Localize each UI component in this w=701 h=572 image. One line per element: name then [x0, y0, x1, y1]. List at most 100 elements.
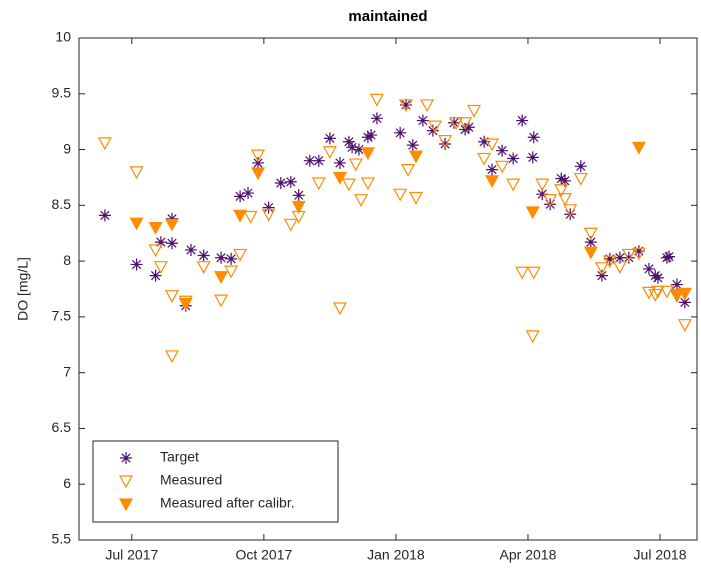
- legend-marker: [118, 475, 134, 489]
- marker-asterisk: [303, 154, 316, 167]
- marker-asterisk: [312, 154, 325, 167]
- x-tick-label: Jul 2017: [105, 547, 158, 563]
- marker-triangle: [515, 266, 530, 280]
- marker-asterisk: [486, 163, 499, 176]
- marker-triangle: [354, 194, 369, 208]
- marker-asterisk: [342, 135, 355, 148]
- marker-asterisk: [584, 236, 597, 249]
- marker-asterisk: [361, 131, 374, 144]
- marker-asterisk: [426, 124, 439, 137]
- x-tick-label: Oct 2017: [235, 547, 292, 563]
- marker-asterisk: [370, 112, 383, 125]
- marker-asterisk: [274, 177, 287, 190]
- y-tick-label: 6.5: [52, 419, 72, 435]
- marker-asterisk: [651, 271, 664, 284]
- marker-asterisk: [603, 252, 616, 265]
- marker-triangle-filled: [233, 209, 248, 223]
- marker-triangle: [360, 177, 375, 191]
- marker-triangle: [420, 99, 435, 113]
- marker-asterisk: [184, 243, 197, 256]
- marker-triangle: [612, 261, 627, 274]
- marker-asterisk: [399, 98, 412, 111]
- marker-triangle: [153, 261, 168, 274]
- marker-triangle-filled: [129, 217, 144, 231]
- marker-triangle: [398, 99, 413, 113]
- x-tick-label: Jan 2018: [367, 547, 425, 563]
- marker-asterisk: [555, 172, 568, 185]
- marker-triangle: [594, 262, 609, 276]
- y-axis-label: DO [mg/L]: [15, 257, 31, 321]
- marker-asterisk: [149, 269, 162, 282]
- marker-triangle: [283, 218, 298, 232]
- y-tick-label: 8.5: [52, 196, 72, 212]
- marker-triangle: [506, 178, 521, 192]
- marker-triangle: [243, 210, 258, 224]
- marker-asterisk: [252, 156, 265, 169]
- marker-triangle: [557, 193, 572, 206]
- marker-triangle-filled: [291, 200, 306, 214]
- marker-asterisk: [448, 116, 461, 129]
- marker-triangle: [164, 350, 179, 364]
- plot-frame: [78, 37, 698, 541]
- y-tick-label: 5.5: [52, 531, 72, 547]
- marker-asterisk: [496, 144, 509, 157]
- marker-asterisk: [613, 251, 626, 264]
- marker-asterisk: [346, 141, 359, 154]
- marker-asterisk: [292, 189, 305, 202]
- marker-triangle: [164, 290, 179, 303]
- marker-triangle: [631, 247, 646, 261]
- marker-asterisk: [333, 156, 346, 169]
- legend-marker: [120, 452, 132, 464]
- marker-asterisk: [526, 151, 539, 164]
- marker-triangle: [621, 248, 636, 262]
- y-tick-label: 7: [63, 363, 71, 379]
- marker-triangle: [311, 177, 326, 191]
- marker-triangle: [408, 191, 424, 205]
- marker-asterisk: [516, 114, 529, 127]
- marker-triangle-filled: [251, 167, 266, 181]
- marker-asterisk: [352, 143, 365, 156]
- marker-triangle: [393, 188, 408, 202]
- marker-asterisk: [663, 250, 676, 263]
- marker-triangle: [369, 93, 384, 107]
- marker-triangle-filled: [214, 271, 229, 284]
- marker-asterisk: [234, 190, 247, 203]
- chart-title: maintained: [348, 8, 427, 25]
- marker-triangle: [348, 158, 363, 172]
- marker-asterisk: [507, 152, 520, 165]
- x-tick-label: Apr 2018: [500, 547, 557, 563]
- marker-triangle: [495, 160, 510, 174]
- marker-triangle: [261, 208, 276, 222]
- marker-triangle: [214, 294, 229, 308]
- marker-triangle-filled: [669, 288, 684, 302]
- marker-triangle: [563, 204, 578, 218]
- marker-asterisk: [595, 269, 608, 282]
- marker-asterisk: [642, 262, 655, 275]
- marker-asterisk: [439, 137, 452, 150]
- marker-triangle: [573, 172, 588, 186]
- marker-asterisk: [165, 237, 178, 250]
- marker-triangle-filled: [164, 218, 179, 232]
- marker-asterisk: [197, 249, 210, 262]
- marker-asterisk: [284, 175, 297, 188]
- marker-triangle: [97, 137, 112, 151]
- marker-asterisk: [478, 135, 491, 148]
- marker-asterisk: [574, 160, 587, 173]
- marker-triangle: [659, 285, 674, 299]
- marker-asterisk: [462, 121, 475, 134]
- marker-triangle-filled: [332, 171, 347, 185]
- marker-triangle: [224, 265, 239, 279]
- marker-asterisk: [558, 174, 571, 187]
- marker-triangle: [148, 244, 163, 258]
- legend-marker: [118, 498, 134, 512]
- marker-triangle: [525, 330, 540, 344]
- y-tick-label: 6: [63, 475, 71, 491]
- marker-asterisk: [323, 132, 336, 145]
- marker-triangle: [650, 285, 665, 299]
- marker-asterisk: [394, 126, 407, 139]
- marker-triangle: [583, 227, 598, 241]
- marker-asterisk: [98, 209, 111, 222]
- y-tick-label: 7.5: [52, 308, 72, 324]
- marker-asterisk: [365, 129, 378, 142]
- marker-asterisk: [544, 198, 557, 211]
